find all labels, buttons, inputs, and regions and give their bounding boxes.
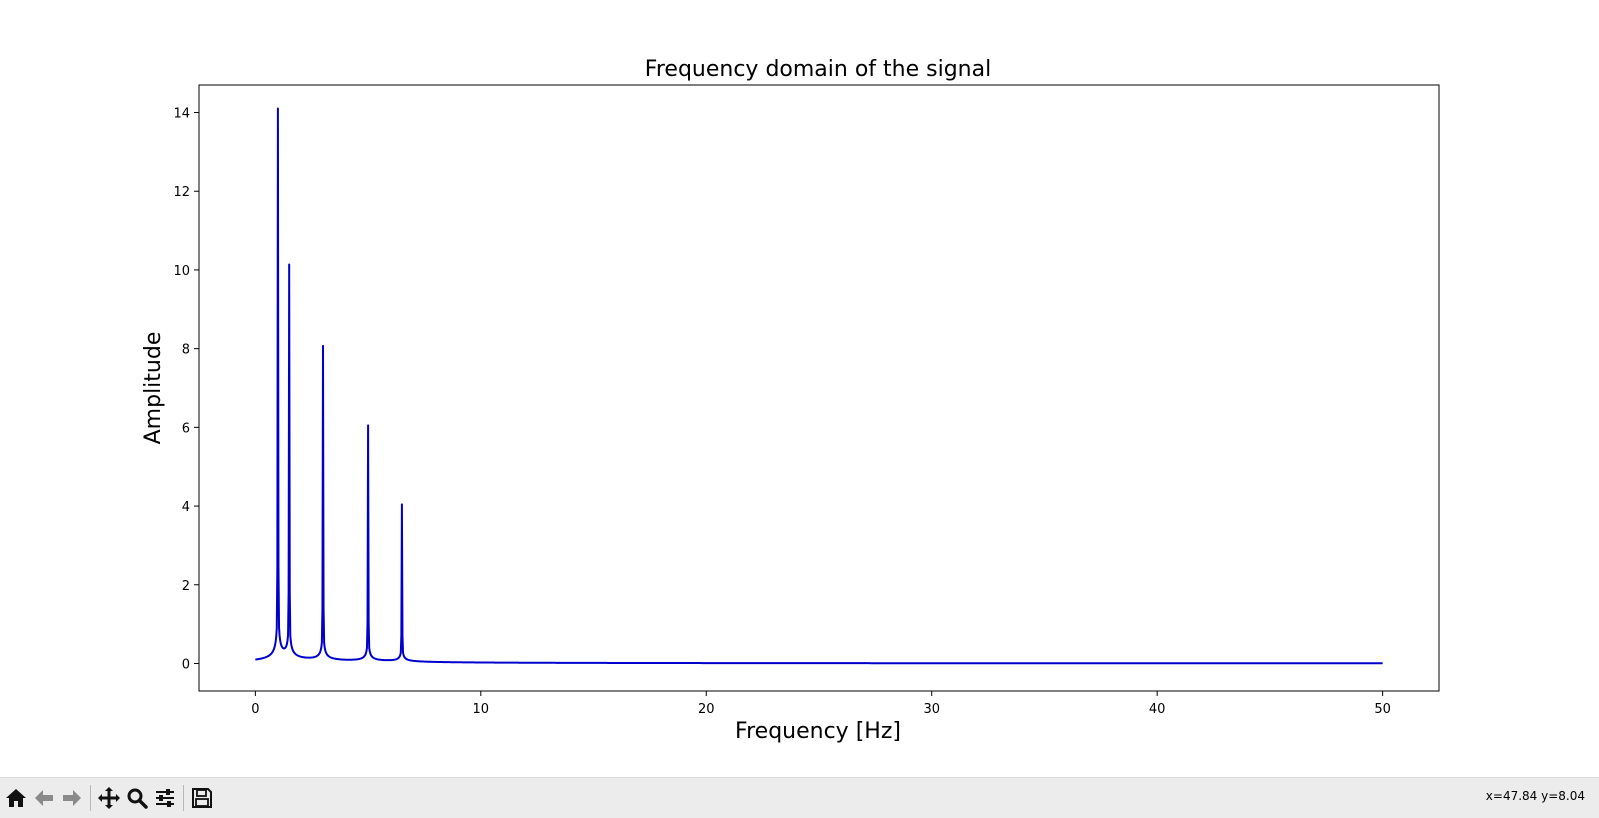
x-axis-ticks: 0 10 20 30 40 50 [251, 691, 1391, 717]
pan-button[interactable] [95, 784, 123, 812]
x-tick-label: 0 [251, 702, 259, 717]
home-button[interactable] [2, 784, 30, 812]
toolbar-separator [90, 785, 91, 811]
forward-button[interactable] [58, 784, 86, 812]
y-tick-label: 8 [182, 343, 190, 358]
y-tick-label: 10 [173, 264, 190, 279]
x-axis-label: Frequency [Hz] [735, 719, 901, 744]
x-tick-label: 10 [473, 702, 490, 717]
series-line [254, 107, 1384, 665]
x-tick-label: 30 [923, 702, 940, 717]
y-tick-label: 12 [173, 185, 190, 200]
cursor-coordinates-readout: x=47.84 y=8.04 [1485, 789, 1585, 803]
y-axis-ticks: 0 2 4 6 8 10 12 14 [173, 107, 199, 672]
toolbar-separator [183, 785, 184, 811]
figure-canvas[interactable]: Frequency domain of the signal 0 10 20 30 40… [0, 0, 1599, 777]
x-tick-label: 40 [1149, 702, 1166, 717]
save-icon [192, 788, 212, 808]
x-tick-label: 50 [1374, 702, 1391, 717]
y-tick-label: 6 [182, 421, 190, 436]
chart-svg: Frequency domain of the signal 0 10 20 30 40… [141, 57, 1440, 744]
y-tick-label: 14 [173, 107, 190, 122]
back-arrow-icon [35, 790, 53, 806]
navigation-toolbar [0, 777, 1599, 818]
back-button[interactable] [30, 784, 58, 812]
home-icon [6, 789, 26, 807]
y-tick-label: 2 [182, 579, 190, 594]
configure-subplots-icon [156, 789, 174, 807]
zoom-icon [127, 788, 148, 809]
y-tick-label: 4 [182, 500, 190, 515]
y-axis-label: Amplitude [141, 332, 166, 445]
x-tick-label: 20 [698, 702, 715, 717]
forward-arrow-icon [63, 790, 81, 806]
chart-title: Frequency domain of the signal [645, 57, 991, 82]
save-button[interactable] [188, 784, 216, 812]
configure-subplots-button[interactable] [151, 784, 179, 812]
plot-area-frame [198, 84, 1440, 692]
pan-icon [98, 787, 120, 809]
y-tick-label: 0 [182, 657, 190, 672]
zoom-button[interactable] [123, 784, 151, 812]
